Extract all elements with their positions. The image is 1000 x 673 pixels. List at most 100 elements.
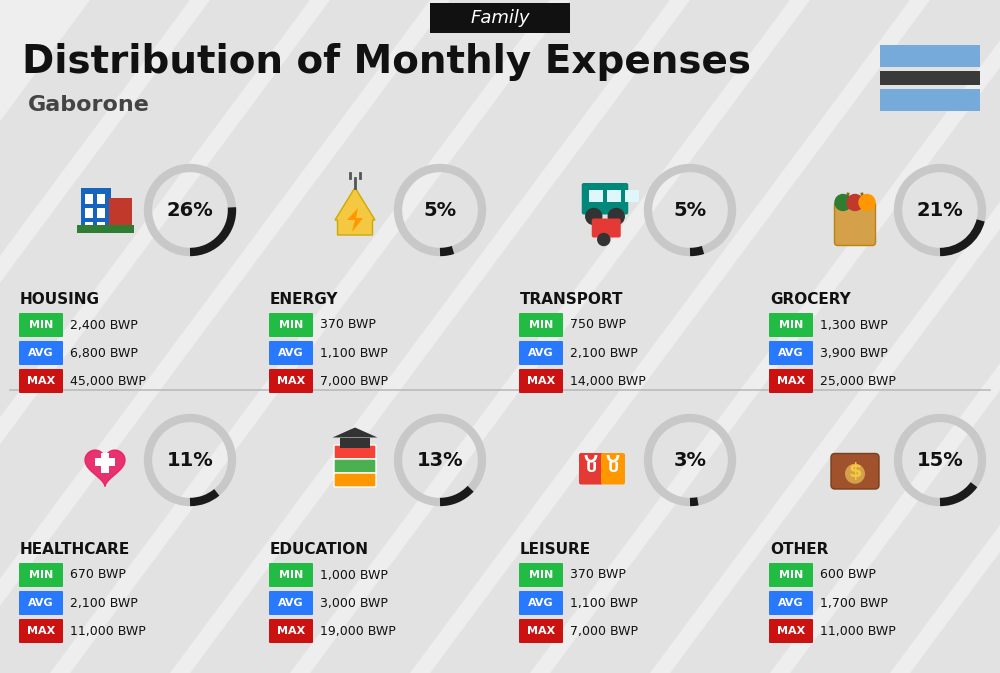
Text: MIN: MIN bbox=[29, 320, 53, 330]
FancyBboxPatch shape bbox=[101, 452, 109, 472]
Text: MAX: MAX bbox=[27, 376, 55, 386]
Circle shape bbox=[598, 234, 610, 246]
Text: GROCERY: GROCERY bbox=[770, 293, 851, 308]
Polygon shape bbox=[0, 0, 190, 673]
FancyBboxPatch shape bbox=[582, 183, 628, 215]
Text: AVG: AVG bbox=[28, 598, 54, 608]
FancyBboxPatch shape bbox=[97, 207, 105, 217]
Polygon shape bbox=[190, 0, 790, 673]
FancyBboxPatch shape bbox=[269, 591, 313, 615]
FancyBboxPatch shape bbox=[831, 454, 879, 489]
FancyBboxPatch shape bbox=[880, 71, 980, 85]
Text: 26%: 26% bbox=[167, 201, 213, 219]
FancyBboxPatch shape bbox=[334, 445, 376, 459]
Text: AVG: AVG bbox=[278, 348, 304, 358]
Text: 5%: 5% bbox=[673, 201, 707, 219]
FancyBboxPatch shape bbox=[519, 563, 563, 587]
Polygon shape bbox=[347, 208, 363, 232]
Text: 600 BWP: 600 BWP bbox=[820, 569, 876, 581]
FancyBboxPatch shape bbox=[85, 207, 93, 217]
Text: 670 BWP: 670 BWP bbox=[70, 569, 126, 581]
Text: 370 BWP: 370 BWP bbox=[320, 318, 376, 332]
Text: HEALTHCARE: HEALTHCARE bbox=[20, 542, 130, 557]
Text: 7,000 BWP: 7,000 BWP bbox=[320, 374, 388, 388]
Text: 6,800 BWP: 6,800 BWP bbox=[70, 347, 138, 359]
Text: 13%: 13% bbox=[417, 450, 463, 470]
Text: MAX: MAX bbox=[777, 376, 805, 386]
Polygon shape bbox=[790, 0, 1000, 673]
Polygon shape bbox=[430, 0, 1000, 673]
FancyBboxPatch shape bbox=[834, 202, 876, 246]
Circle shape bbox=[845, 464, 865, 484]
FancyBboxPatch shape bbox=[519, 619, 563, 643]
Text: 7,000 BWP: 7,000 BWP bbox=[570, 625, 638, 637]
Text: 1,100 BWP: 1,100 BWP bbox=[570, 596, 638, 610]
Polygon shape bbox=[550, 0, 1000, 673]
FancyBboxPatch shape bbox=[430, 3, 570, 33]
Text: 2,100 BWP: 2,100 BWP bbox=[70, 596, 138, 610]
Text: MIN: MIN bbox=[779, 320, 803, 330]
FancyBboxPatch shape bbox=[85, 194, 93, 203]
Text: MIN: MIN bbox=[529, 570, 553, 580]
FancyBboxPatch shape bbox=[880, 45, 980, 67]
Polygon shape bbox=[910, 0, 1000, 673]
FancyBboxPatch shape bbox=[769, 341, 813, 365]
FancyBboxPatch shape bbox=[579, 453, 603, 485]
FancyBboxPatch shape bbox=[19, 369, 63, 393]
Text: U: U bbox=[607, 460, 619, 474]
Polygon shape bbox=[310, 0, 910, 673]
Text: $: $ bbox=[848, 462, 862, 481]
Text: LEISURE: LEISURE bbox=[520, 542, 591, 557]
Polygon shape bbox=[332, 427, 378, 437]
FancyBboxPatch shape bbox=[625, 190, 639, 202]
Text: 1,100 BWP: 1,100 BWP bbox=[320, 347, 388, 359]
Text: Family: Family bbox=[470, 9, 530, 27]
FancyBboxPatch shape bbox=[81, 188, 111, 232]
FancyBboxPatch shape bbox=[334, 459, 376, 473]
Text: 15%: 15% bbox=[917, 450, 963, 470]
Text: EDUCATION: EDUCATION bbox=[270, 542, 369, 557]
Text: 1,300 BWP: 1,300 BWP bbox=[820, 318, 888, 332]
FancyBboxPatch shape bbox=[519, 591, 563, 615]
Text: MAX: MAX bbox=[527, 626, 555, 636]
Text: MAX: MAX bbox=[27, 626, 55, 636]
FancyBboxPatch shape bbox=[19, 619, 63, 643]
Text: 45,000 BWP: 45,000 BWP bbox=[70, 374, 146, 388]
FancyBboxPatch shape bbox=[340, 437, 370, 448]
Polygon shape bbox=[70, 0, 670, 673]
FancyBboxPatch shape bbox=[769, 563, 813, 587]
Circle shape bbox=[586, 209, 602, 225]
FancyBboxPatch shape bbox=[19, 591, 63, 615]
FancyBboxPatch shape bbox=[592, 219, 621, 238]
FancyBboxPatch shape bbox=[97, 221, 105, 232]
FancyBboxPatch shape bbox=[519, 341, 563, 365]
Text: 19,000 BWP: 19,000 BWP bbox=[320, 625, 396, 637]
Text: 3,000 BWP: 3,000 BWP bbox=[320, 596, 388, 610]
FancyBboxPatch shape bbox=[769, 313, 813, 337]
Text: AVG: AVG bbox=[778, 598, 804, 608]
Text: MIN: MIN bbox=[279, 570, 303, 580]
Text: Gaborone: Gaborone bbox=[28, 95, 150, 115]
Text: ENERGY: ENERGY bbox=[270, 293, 338, 308]
FancyBboxPatch shape bbox=[601, 453, 625, 485]
FancyBboxPatch shape bbox=[269, 341, 313, 365]
Text: 11,000 BWP: 11,000 BWP bbox=[70, 625, 146, 637]
FancyBboxPatch shape bbox=[77, 225, 134, 232]
Text: MAX: MAX bbox=[777, 626, 805, 636]
FancyBboxPatch shape bbox=[19, 313, 63, 337]
FancyBboxPatch shape bbox=[269, 563, 313, 587]
FancyBboxPatch shape bbox=[334, 473, 376, 487]
FancyBboxPatch shape bbox=[769, 619, 813, 643]
Text: 14,000 BWP: 14,000 BWP bbox=[570, 374, 646, 388]
FancyBboxPatch shape bbox=[269, 369, 313, 393]
Text: 3,900 BWP: 3,900 BWP bbox=[820, 347, 888, 359]
Text: MIN: MIN bbox=[529, 320, 553, 330]
Text: OTHER: OTHER bbox=[770, 542, 828, 557]
FancyBboxPatch shape bbox=[607, 190, 621, 202]
Circle shape bbox=[859, 194, 875, 211]
Polygon shape bbox=[0, 0, 310, 673]
Polygon shape bbox=[0, 0, 430, 673]
FancyBboxPatch shape bbox=[519, 369, 563, 393]
Text: 1,000 BWP: 1,000 BWP bbox=[320, 569, 388, 581]
Text: 5%: 5% bbox=[423, 201, 457, 219]
